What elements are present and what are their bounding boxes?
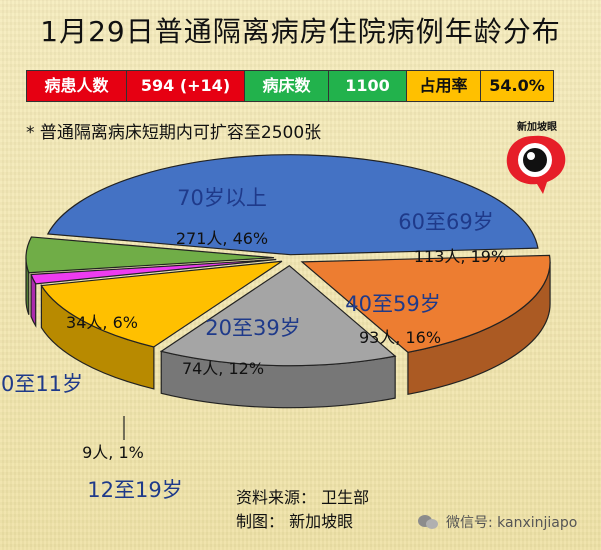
wechat-watermark: 微信号: kanxinjiapo [418,512,577,532]
slice-value-label-3: 74人, 12% [182,359,264,378]
source-line: 资料来源： 卫生部 [236,488,370,507]
pie-slice-2 [159,264,397,367]
slice-value-label-1: 113人, 19% [414,247,506,266]
pie-slice-3 [40,260,283,348]
logo: 新加坡眼 [497,118,577,198]
slice-name-label-1: 60至69岁 [398,210,493,234]
slice-value-label-2: 93人, 16% [359,328,441,347]
chart-title: 1月29日普通隔离病房住院病例年龄分布 [40,15,561,48]
slice-name-label-0: 70岁以上 [177,186,267,210]
patients-label: 病患人数 [27,71,127,101]
slice-name-label-2: 40至59岁 [345,292,440,316]
slice-name-label-3: 20至39岁 [205,316,300,340]
capacity-note: * 普通隔离病床短期内可扩容至2500张 [26,123,322,143]
patients-value: 594 (+14) [127,71,245,101]
pie-slice-5 [25,236,275,274]
occupancy-value: 54.0% [481,71,553,101]
eye-logo-icon [506,135,566,194]
pie-slice-1 [300,254,551,353]
stats-bar: 病患人数 594 (+14) 病床数 1100 占用率 54.0% [26,70,554,102]
slice-name-label-4: 12至19岁 [87,478,182,502]
slice-name-label-5: 0至11岁 [1,372,83,396]
slice-value-label-0: 271人, 46% [176,229,268,248]
made-by-line: 制图： 新加坡眼 [236,512,354,531]
wechat-id: 微信号: kanxinjiapo [446,515,578,531]
pie-slice-0 [46,154,539,256]
slice-value-label-4: 9人, 1% [82,443,144,462]
logo-text: 新加坡眼 [517,122,557,133]
slice-value-label-5: 34人, 6% [66,313,138,332]
beds-value: 1100 [329,71,407,101]
beds-label: 病床数 [245,71,329,101]
source-block: 资料来源： 卫生部 制图： 新加坡眼 [236,486,369,534]
occupancy-label: 占用率 [407,71,481,101]
pie-slice-4 [30,258,277,285]
wechat-icon [418,513,440,531]
